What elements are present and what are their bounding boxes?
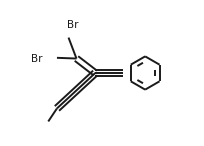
Text: Br: Br: [31, 54, 42, 64]
Text: Br: Br: [67, 20, 78, 30]
